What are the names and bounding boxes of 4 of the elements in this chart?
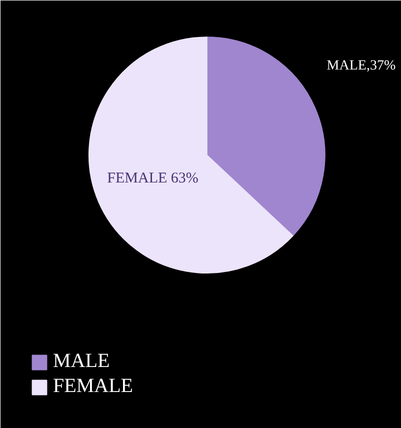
data-label: FEMALE 63% [107, 170, 198, 187]
legend-label: FEMALE [53, 375, 133, 398]
legend-label: MALE [53, 350, 110, 373]
data-label: MALE,37% [326, 58, 396, 74]
